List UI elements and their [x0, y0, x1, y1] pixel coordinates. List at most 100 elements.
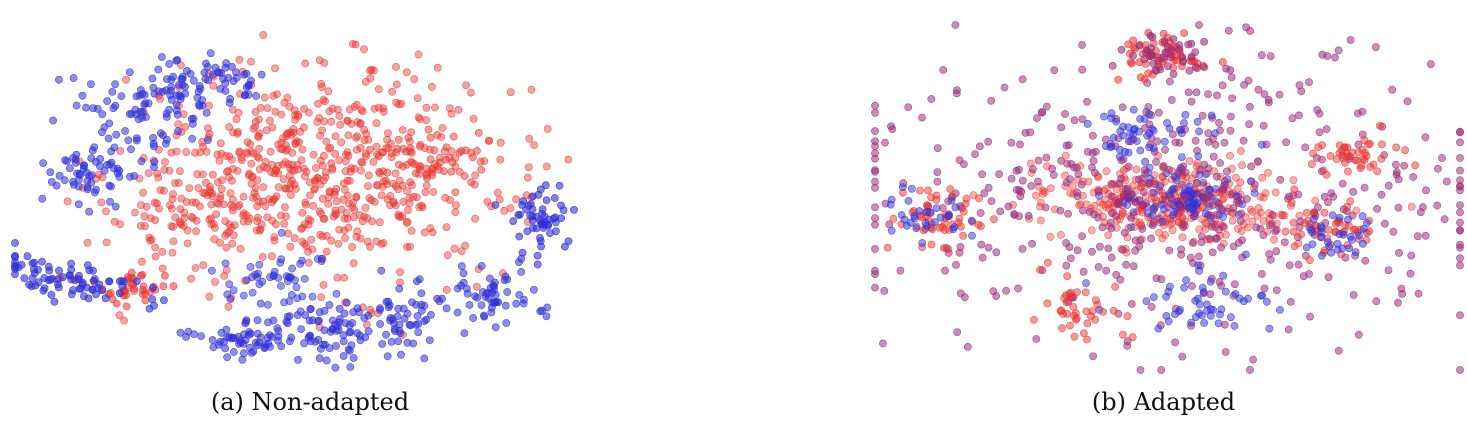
scatter-point-source	[138, 286, 147, 294]
scatter-point-target	[1250, 188, 1259, 197]
scatter-point-target	[50, 297, 59, 306]
scatter-point-mixed	[871, 245, 879, 253]
scatter-point-mixed	[1324, 198, 1332, 207]
scatter-point-target	[74, 182, 83, 191]
scatter-point-source	[340, 273, 348, 282]
scatter-point-source	[916, 186, 924, 195]
scatter-point-target	[1226, 313, 1235, 322]
scatter-point-mixed	[1403, 97, 1412, 106]
scatter-point-target	[157, 53, 166, 61]
scatter-point-mixed	[1187, 282, 1196, 290]
scatter-point-target	[546, 229, 554, 237]
scatter-point-mixed	[1237, 209, 1246, 218]
scatter-point-target	[325, 301, 334, 309]
scatter-point-mixed	[1456, 226, 1464, 235]
scatter-point-source	[221, 152, 230, 160]
scatter-point-mixed	[996, 207, 1005, 216]
scatter-point-source	[389, 179, 398, 188]
scatter-point-source	[319, 95, 328, 104]
scatter-point-source	[102, 238, 111, 247]
scatter-point-source	[328, 104, 337, 113]
scatter-point-source	[883, 243, 892, 252]
scatter-point-source	[158, 264, 167, 273]
scatter-point-source	[355, 211, 364, 219]
scatter-point-target	[1180, 119, 1188, 127]
scatter-point-source	[1352, 156, 1361, 165]
scatter-point-mixed	[1260, 284, 1269, 293]
scatter-point-source	[188, 214, 197, 222]
scatter-point-mixed	[1163, 62, 1172, 70]
scatter-point-mixed	[1187, 97, 1196, 106]
scatter-point-source	[1343, 167, 1352, 176]
scatter-point-mixed	[1349, 291, 1358, 299]
scatter-point-mixed	[1178, 165, 1186, 174]
scatter-point-mixed	[1373, 204, 1381, 213]
scatter-point-source	[364, 135, 373, 144]
scatter-point-target	[67, 259, 75, 268]
scatter-point-source	[1088, 307, 1097, 316]
scatter-point-source	[1083, 319, 1092, 328]
scatter-point-target	[315, 308, 324, 317]
scatter-point-source	[1178, 213, 1187, 222]
scatter-point-target	[320, 326, 329, 335]
scatter-point-target	[96, 162, 104, 171]
scatter-point-source	[959, 231, 967, 240]
scatter-point-source	[924, 186, 932, 195]
scatter-point-target	[188, 134, 196, 143]
scatter-point-target	[107, 158, 116, 167]
scatter-point-source	[277, 110, 286, 119]
scatter-point-target	[59, 273, 67, 282]
scatter-point-mixed	[1358, 107, 1367, 116]
scatter-point-source	[392, 63, 400, 71]
scatter-point-source	[266, 147, 275, 156]
scatter-point-mixed	[1259, 231, 1268, 239]
scatter-point-mixed	[1157, 366, 1166, 374]
scatter-point-source	[1373, 167, 1382, 176]
scatter-point-target	[480, 312, 489, 321]
scatter-point-source	[361, 203, 370, 212]
scatter-point-source	[1271, 188, 1280, 197]
scatter-point-source	[1265, 215, 1274, 223]
scatter-point-source	[347, 164, 356, 173]
scatter-point-source	[343, 191, 352, 200]
scatter-point-source	[424, 125, 433, 134]
scatter-point-source	[1226, 151, 1234, 160]
scatter-point-source	[357, 166, 365, 175]
scatter-point-mixed	[1223, 207, 1231, 216]
scatter-point-source	[245, 169, 254, 178]
scatter-point-target	[395, 284, 404, 293]
scatter-point-target	[39, 159, 47, 167]
scatter-point-target	[162, 86, 171, 95]
scatter-point-mixed	[871, 214, 879, 222]
scatter-point-source	[237, 153, 246, 162]
scatter-point-source	[441, 193, 450, 202]
scatter-point-mixed	[1187, 39, 1196, 48]
scatter-point-mixed	[1167, 47, 1176, 55]
scatter-point-source	[261, 202, 270, 210]
scatter-point-source	[1289, 227, 1298, 236]
scatter-point-source	[428, 164, 437, 173]
scatter-point-source	[975, 194, 983, 203]
scatter-point-source	[216, 139, 225, 148]
scatter-point-target	[932, 204, 941, 212]
scatter-point-source	[1036, 198, 1045, 207]
scatter-point-mixed	[1062, 261, 1071, 270]
scatter-point-source	[211, 278, 219, 286]
scatter-point-source	[542, 162, 551, 171]
scatter-point-source	[1248, 217, 1257, 226]
scatter-point-mixed	[933, 177, 942, 186]
scatter-point-target	[541, 181, 550, 190]
scatter-point-source	[161, 158, 169, 166]
scatter-point-target	[542, 312, 551, 321]
scatter-point-source	[271, 220, 280, 229]
scatter-point-target	[229, 286, 238, 294]
scatter-point-mixed	[1124, 162, 1133, 171]
scatter-point-target	[1351, 248, 1360, 256]
scatter-point-source	[426, 155, 435, 164]
scatter-point-mixed	[1200, 38, 1208, 46]
scatter-point-source	[961, 199, 970, 208]
scatter-point-mixed	[871, 203, 879, 212]
scatter-point-source	[394, 135, 403, 144]
scatter-point-target	[246, 262, 255, 271]
scatter-point-source	[318, 161, 327, 170]
